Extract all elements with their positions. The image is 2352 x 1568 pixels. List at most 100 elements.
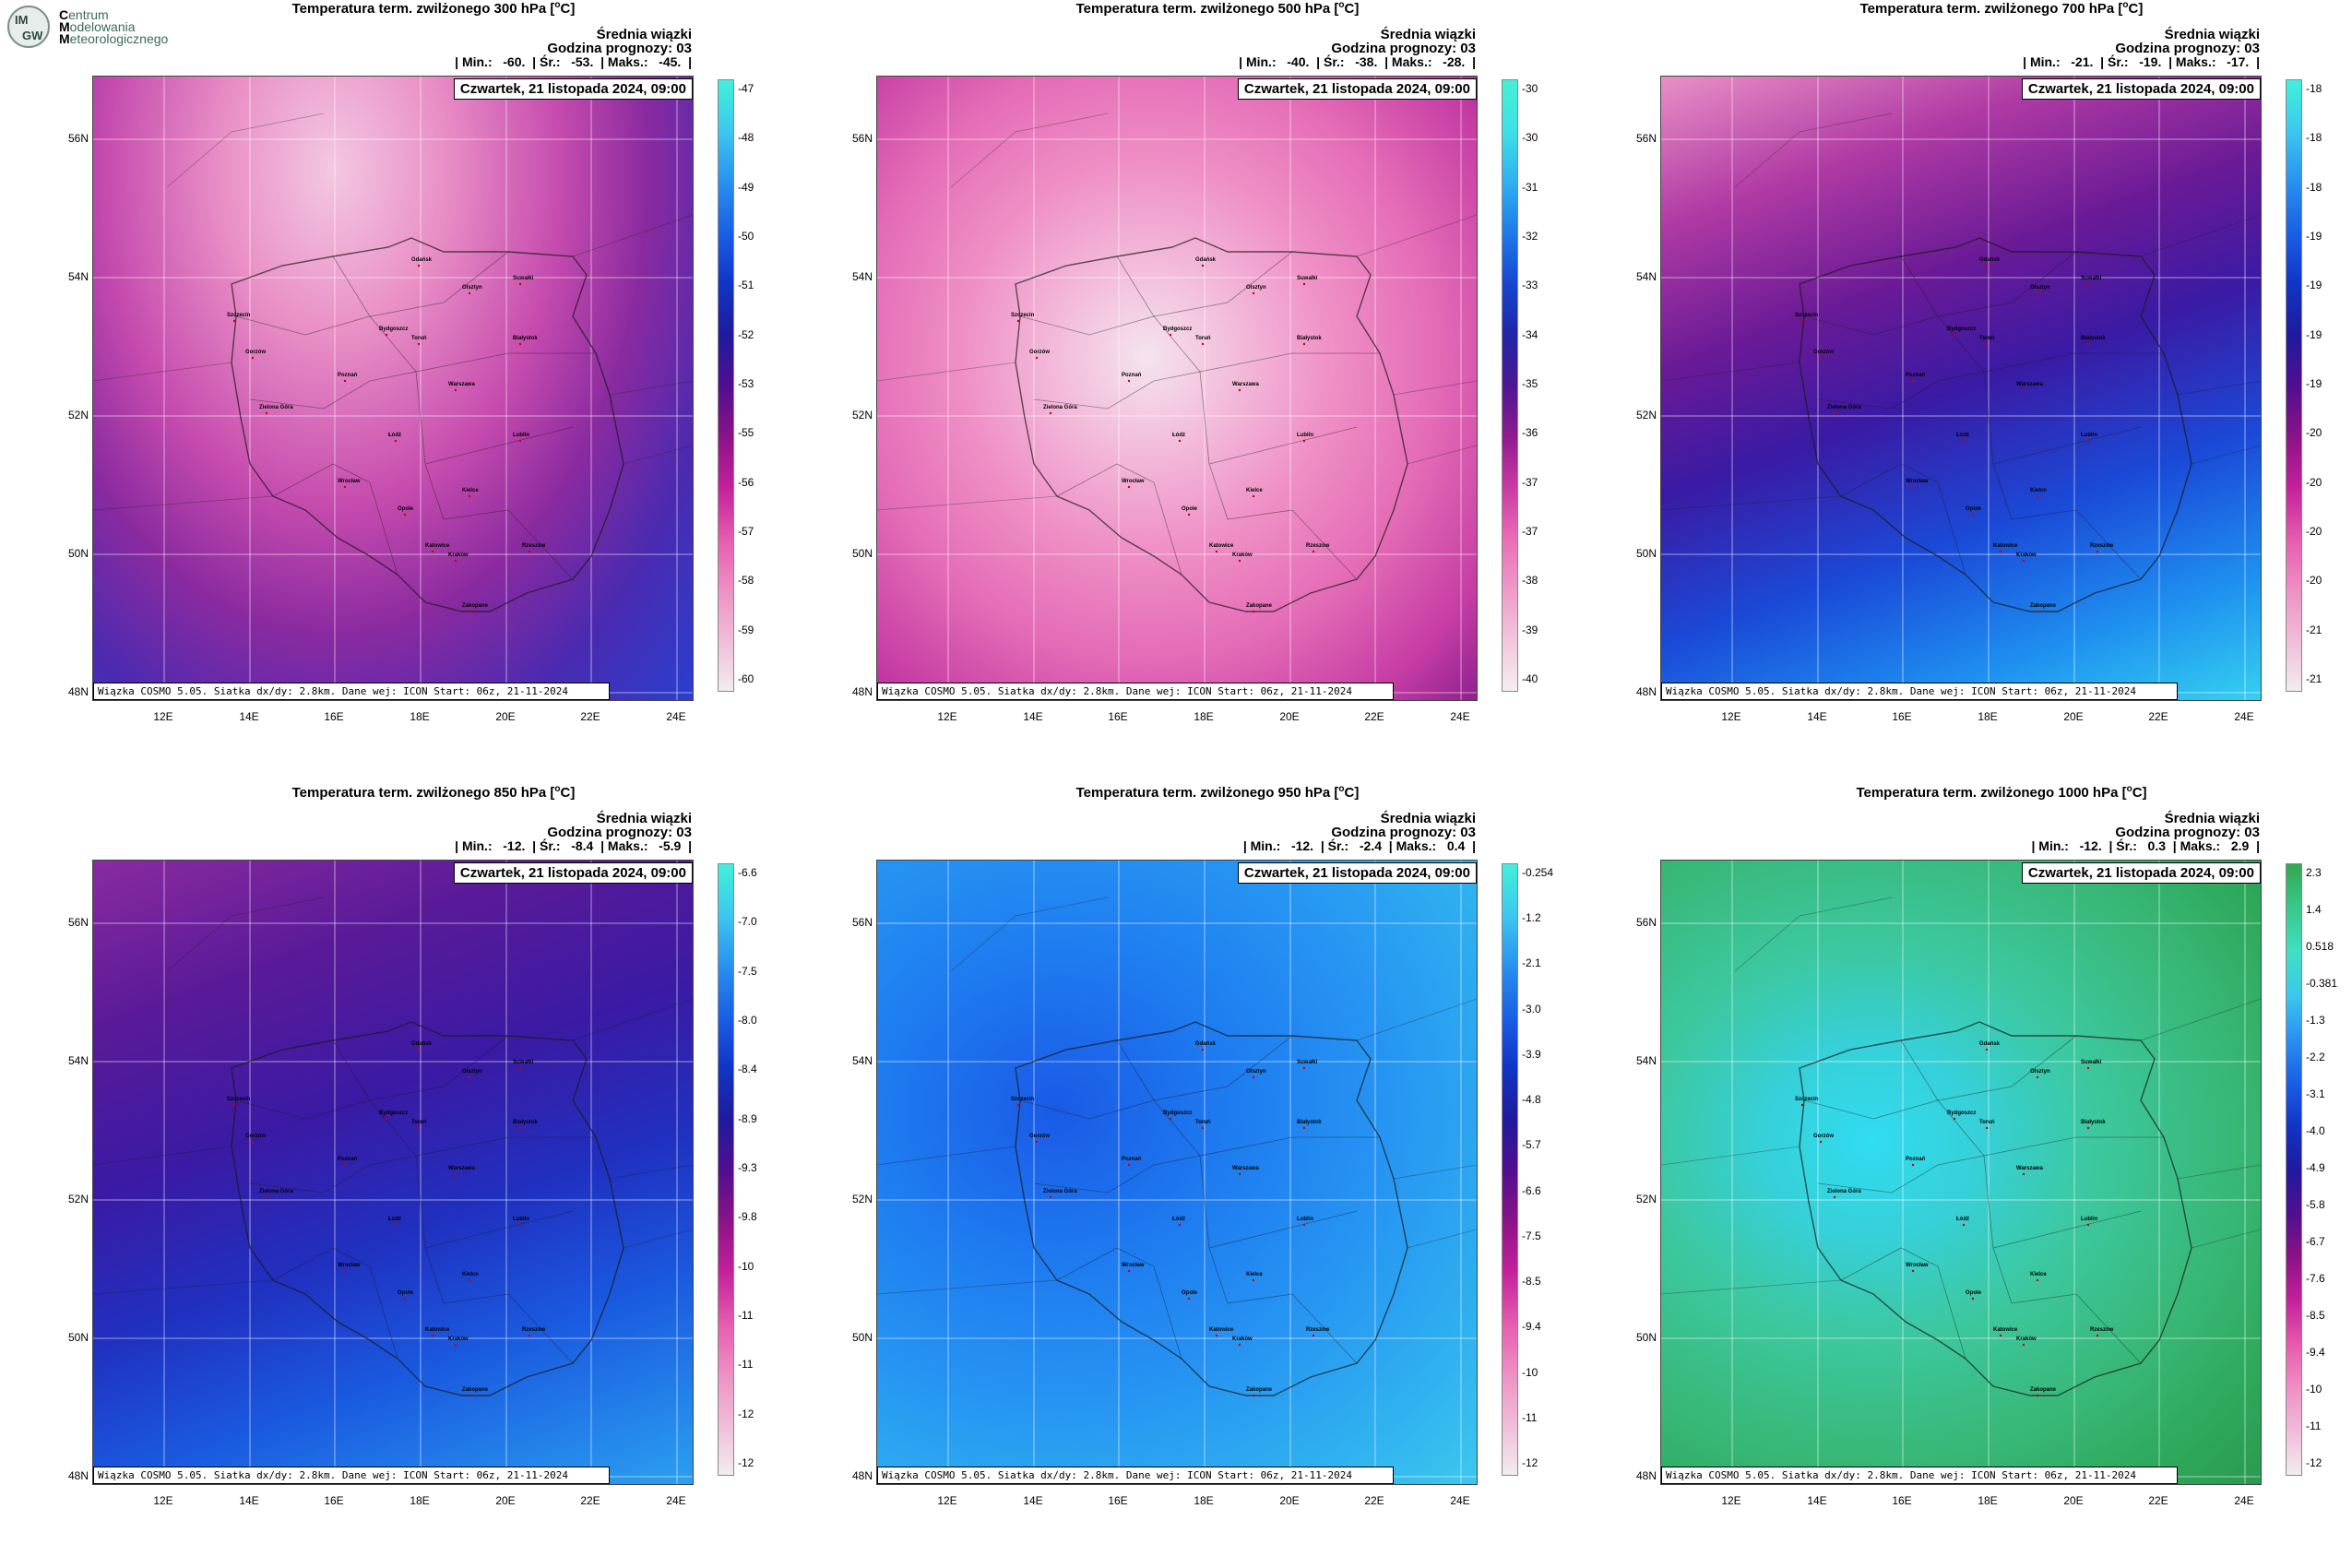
city-label: Szczecin	[1795, 313, 1819, 318]
city-label: Kielce	[462, 1272, 479, 1277]
city-label: Łódź	[1956, 433, 1969, 438]
stats-line: | Min.: -21. | Śr.: -19. | Maks.: -17. |	[2023, 54, 2260, 69]
colorbar-label: -47	[738, 82, 754, 95]
city-marker	[518, 1066, 522, 1070]
longitude-label: 20E	[1279, 1494, 1300, 1507]
colorbar-label: -9.3	[738, 1161, 757, 1174]
city-label: Suwałki	[2081, 1060, 2102, 1065]
country-borders	[231, 1021, 624, 1396]
city-marker	[1911, 1163, 1915, 1167]
colorbar-label: -9.4	[1522, 1320, 1541, 1334]
city-label: Białystok	[1297, 1120, 1322, 1125]
latitude-label: 50N	[67, 547, 89, 560]
colorbar-label: -48	[738, 131, 754, 145]
city-marker	[1911, 379, 1915, 383]
map-overlay: Gdańsk Olsztyn Suwałki Szczecin BydgoszczTor…	[1661, 77, 2261, 700]
date-label: Czwartek, 21 listopada 2024, 09:00	[1237, 78, 1477, 100]
city-label: Kielce	[2030, 488, 2047, 493]
voivodeship-borders	[1019, 1035, 1380, 1364]
city-label: Kraków	[448, 1336, 469, 1342]
city-label: Kielce	[2030, 1272, 2047, 1277]
model-info-footer: Wiązka COSMO 5.05. Siatka dx/dy: 2.8km. …	[93, 1467, 610, 1484]
city-marker	[468, 494, 471, 498]
city-marker	[1238, 1343, 1241, 1347]
panel-title: Temperatura term. zwilżonego 500 hPa [oC…	[1075, 0, 1360, 17]
city-marker	[2036, 1394, 2039, 1397]
longitude-label: 20E	[2063, 1494, 2084, 1507]
city-marker	[518, 342, 522, 346]
city-label: Białystok	[513, 336, 538, 341]
date-label: Czwartek, 21 listopada 2024, 09:00	[453, 78, 693, 100]
city-marker	[1911, 1269, 1915, 1273]
country-borders	[1015, 1021, 1408, 1396]
city-label: Szczecin	[1795, 1097, 1819, 1102]
city-label: Toruń	[1195, 1120, 1211, 1125]
city-marker	[1215, 1334, 1218, 1337]
colorbar-label: -8.0	[738, 1014, 757, 1027]
city-marker	[1252, 1394, 1255, 1397]
city-marker	[1127, 1163, 1131, 1167]
city-label: Białystok	[513, 1120, 538, 1125]
grid-lines	[877, 861, 1477, 1484]
city-marker	[1127, 379, 1131, 383]
city-marker	[528, 550, 531, 553]
city-marker	[1252, 1278, 1255, 1282]
colorbar-label: -37	[1522, 475, 1538, 489]
city-label: Kraków	[448, 552, 469, 558]
colorbar-label: -7.5	[1522, 1229, 1541, 1242]
colorbar-label: -50	[738, 230, 754, 243]
longitude-label: 24E	[666, 710, 686, 723]
colorbar-label: -40	[1522, 672, 1538, 685]
city-label: Toruń	[411, 1120, 427, 1125]
city-label: Wrocław	[1122, 1263, 1145, 1268]
map-panel: Temperatura term. zwilżonego 700 hPa [oC…	[1568, 0, 2352, 784]
colorbar-label: -12	[738, 1456, 754, 1469]
city-label: Szczecin	[227, 313, 251, 318]
city-marker	[2096, 550, 2099, 553]
longitude-label: 16E	[1892, 1494, 1912, 1507]
city-label: Warszawa	[2016, 382, 2043, 387]
longitude-label: 18E	[1194, 1494, 1214, 1507]
city-label: Gdańsk	[1979, 1041, 2001, 1047]
city-marker	[2022, 1343, 2025, 1347]
city-label: Bydgoszcz	[1163, 327, 1192, 332]
colorbar-label: -20	[2306, 475, 2322, 489]
city-label: Kielce	[462, 488, 479, 493]
city-label: Toruń	[1979, 1120, 1995, 1125]
latitude-label: 56N	[67, 916, 89, 929]
stats-line: | Min.: -12. | Śr.: 0.3 | Maks.: 2.9 |	[2031, 838, 2260, 853]
city-marker	[2086, 439, 2090, 443]
city-marker	[1187, 1297, 1191, 1301]
panel-title: Temperatura term. zwilżonego 300 hPa [oC…	[291, 0, 576, 17]
longitude-label: 12E	[937, 1494, 957, 1507]
date-label: Czwartek, 21 listopada 2024, 09:00	[2021, 78, 2261, 100]
city-label: Toruń	[411, 336, 427, 341]
city-marker	[2036, 494, 2039, 498]
poland-border	[231, 1021, 624, 1396]
poland-border	[1015, 1021, 1408, 1396]
date-label: Czwartek, 21 listopada 2024, 09:00	[2021, 862, 2261, 884]
panel-title: Temperatura term. zwilżonego 1000 hPa [o…	[1856, 784, 2147, 801]
city-label: Zielona Góra	[259, 1189, 293, 1194]
city-labels: Gdańsk Olsztyn Suwałki Szczecin BydgoszczTor…	[227, 1041, 546, 1397]
city-marker	[2022, 388, 2025, 392]
city-label: Kraków	[1232, 1336, 1253, 1342]
city-label: Suwałki	[1297, 1060, 1318, 1065]
city-marker	[1302, 1066, 1306, 1070]
city-marker	[518, 1223, 522, 1227]
colorbar-label: -60	[738, 672, 754, 685]
city-marker	[385, 1117, 388, 1121]
colorbar-label: -55	[738, 426, 754, 440]
map-area: Gdańsk Olsztyn Suwałki Szczecin Bydgoszcz Tor…	[92, 860, 694, 1485]
ensemble-info: Średnia wiązki Godzina prognozy: 03 | Mi…	[1243, 812, 1476, 853]
colorbar-label: -30	[1522, 131, 1538, 145]
poland-border	[1015, 237, 1408, 612]
colorbar-label: -0.381	[2306, 977, 2338, 990]
city-label: Gorzów	[245, 1134, 266, 1139]
ensemble-mean-label: Średnia wiązki	[1380, 27, 1476, 42]
colorbar-label: -21	[2306, 672, 2322, 685]
city-label: Białystok	[2081, 336, 2106, 341]
city-marker	[403, 513, 407, 517]
model-info-footer: Wiązka COSMO 5.05. Siatka dx/dy: 2.8km. …	[1661, 1467, 2178, 1484]
date-label: Czwartek, 21 listopada 2024, 09:00	[1237, 862, 1477, 884]
